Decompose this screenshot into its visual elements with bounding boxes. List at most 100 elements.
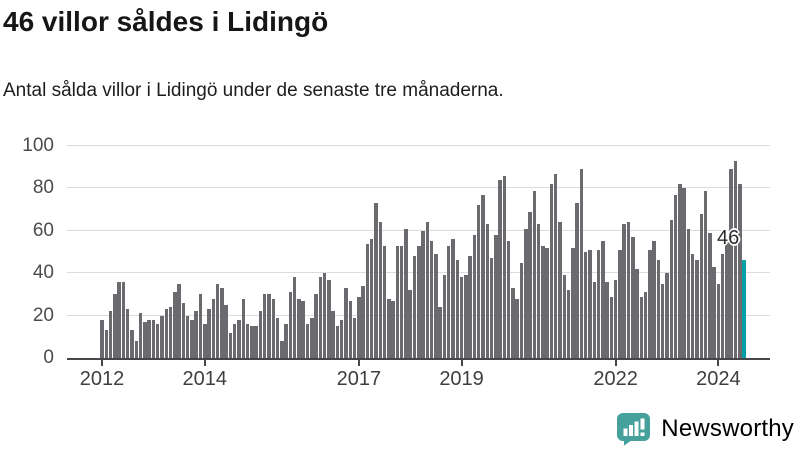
plot-area: 0 20 40 60 80 100 2012 2014 2017 2019 2022 2024 46	[22, 135, 770, 390]
bar	[104, 330, 109, 358]
bar	[421, 230, 425, 358]
bar	[211, 298, 216, 358]
x-tick-label: 2017	[336, 368, 382, 390]
bar	[472, 235, 477, 358]
bar	[207, 309, 211, 358]
bar	[489, 258, 494, 358]
bar	[733, 160, 738, 358]
bar	[190, 319, 194, 358]
bar	[639, 296, 644, 358]
x-tick-mark	[717, 360, 720, 366]
bar	[583, 252, 588, 358]
bar	[185, 315, 190, 358]
bar	[506, 241, 511, 358]
bar	[575, 203, 579, 358]
bar	[322, 273, 327, 358]
bar	[382, 245, 387, 358]
bar	[262, 294, 267, 358]
bar	[108, 311, 113, 358]
bar	[271, 298, 275, 358]
bar	[425, 222, 430, 358]
y-tick-label: 80	[32, 177, 54, 199]
bar	[215, 283, 220, 358]
bar	[511, 288, 515, 358]
bar	[220, 288, 224, 358]
bar	[194, 311, 198, 358]
x-tick-label: 2024	[696, 368, 741, 390]
bar	[481, 194, 485, 358]
bar	[635, 268, 639, 358]
bar	[378, 222, 382, 358]
grid-line	[67, 145, 770, 146]
bar	[228, 332, 233, 358]
y-tick-label: 100	[22, 135, 54, 156]
bar	[387, 298, 391, 358]
bar	[130, 330, 134, 358]
bar	[395, 245, 400, 358]
bar	[459, 277, 464, 358]
bar	[622, 224, 626, 358]
grid-line	[67, 229, 770, 231]
bar	[258, 311, 263, 358]
bar	[618, 249, 622, 358]
bar	[374, 203, 378, 358]
bar	[434, 254, 438, 358]
bar	[571, 247, 575, 358]
bar	[502, 175, 507, 358]
bar	[699, 213, 703, 358]
bar	[275, 317, 280, 358]
bar	[164, 309, 168, 358]
bar	[588, 249, 592, 358]
x-tick-mark	[460, 360, 463, 366]
bar	[549, 184, 554, 358]
page-title: 46 villor såldes i Lidingö	[3, 6, 329, 37]
bar	[673, 194, 678, 358]
x-tick-mark	[101, 360, 104, 366]
bar	[160, 315, 164, 358]
x-tick-label: 2014	[182, 368, 228, 390]
bar	[237, 319, 241, 358]
bar	[113, 294, 117, 358]
bar	[232, 324, 237, 358]
bar	[515, 298, 519, 358]
bar	[352, 317, 357, 358]
bar	[365, 243, 370, 358]
bar	[703, 190, 708, 358]
bar	[562, 275, 567, 358]
bar	[280, 341, 284, 358]
bar	[369, 239, 374, 358]
bar	[485, 224, 489, 358]
bar	[626, 222, 631, 358]
bar	[125, 309, 130, 358]
bar	[648, 249, 652, 358]
bar	[117, 281, 121, 358]
y-tick-label: 40	[32, 262, 54, 284]
bar	[361, 285, 365, 358]
bar	[134, 341, 139, 358]
newsworthy-logo: Newsworthy	[616, 412, 794, 446]
bar	[224, 305, 228, 358]
bar	[682, 188, 686, 358]
bar	[339, 319, 344, 358]
bar	[100, 319, 104, 358]
bar	[476, 205, 481, 358]
bar	[417, 245, 421, 358]
y-tick-label: 60	[32, 219, 54, 241]
bar	[631, 237, 635, 358]
bar	[690, 254, 695, 358]
bar	[725, 237, 729, 358]
bar	[566, 290, 571, 358]
bar	[695, 260, 699, 358]
bar	[241, 298, 246, 358]
bar	[408, 290, 412, 358]
bar	[468, 256, 472, 358]
bar	[357, 296, 361, 358]
bar	[391, 300, 395, 358]
bar	[643, 292, 648, 358]
bar	[446, 245, 451, 358]
highlighted-bar	[742, 260, 746, 358]
bar	[712, 266, 716, 358]
bar	[601, 241, 605, 358]
bar	[412, 256, 417, 358]
bar	[314, 294, 318, 358]
